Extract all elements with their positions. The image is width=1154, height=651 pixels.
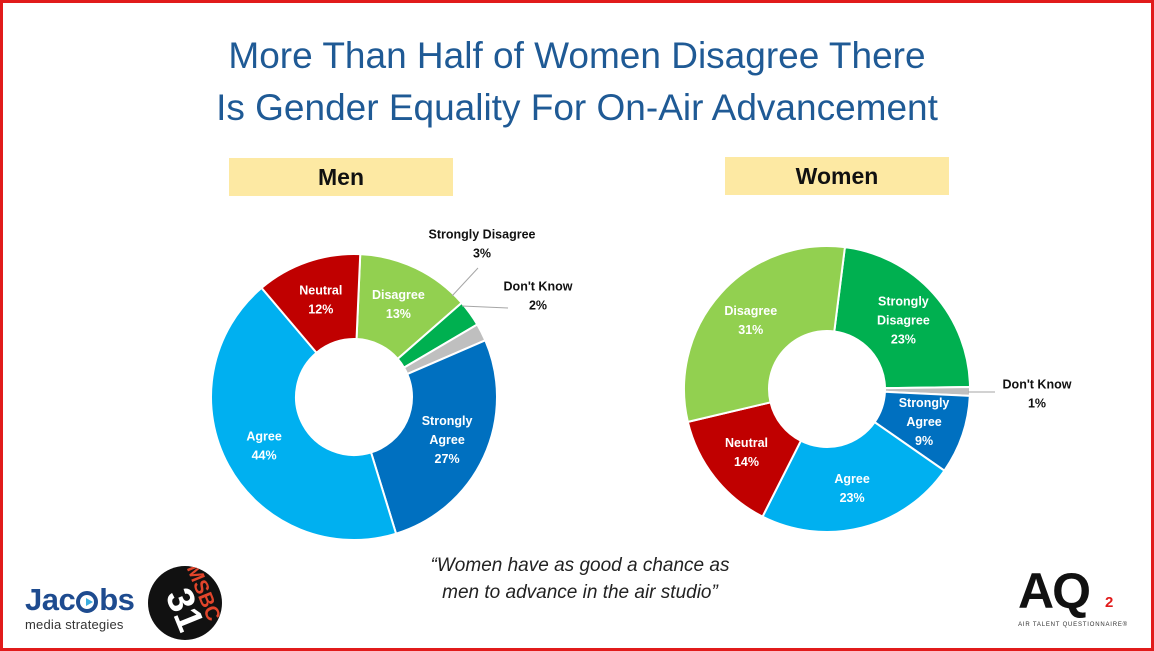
jacobs-word-part-1: Jac bbox=[25, 582, 76, 617]
women-label-strongly-disagree: Strongly Disagree 23% bbox=[877, 295, 930, 347]
women-slice-disagree bbox=[683, 245, 847, 424]
women-label-strongly-agree: Strongly Agree 9% bbox=[899, 396, 950, 448]
quote-line-2: men to advance in the air studio” bbox=[442, 582, 718, 603]
women-chart-title: Women bbox=[725, 157, 949, 195]
men-slice-strongly-agree bbox=[369, 339, 498, 535]
jacobs-wordmark: Jac bs bbox=[25, 584, 150, 616]
aq-wordmark: AQ bbox=[1018, 563, 1091, 619]
men-leader-line-don-t-know bbox=[461, 305, 509, 309]
men-label-agree: Agree 44% bbox=[246, 430, 281, 463]
quote-line-1: “Women have as good a chance as bbox=[430, 555, 730, 576]
men-leader-line-strongly-disagree bbox=[451, 267, 479, 297]
women-slice-neutral bbox=[686, 401, 803, 518]
title-line-2: Is Gender Equality For On-Air Advancemen… bbox=[216, 87, 938, 128]
aq-tagline: AIR TALENT QUESTIONNAIRE® bbox=[1018, 622, 1128, 628]
jacobs-logo: Jac bs media strategies bbox=[25, 584, 150, 633]
play-icon bbox=[76, 591, 99, 613]
men-label-disagree: Disagree 13% bbox=[372, 288, 425, 321]
men-chart-title: Men bbox=[229, 158, 453, 196]
women-label-don-t-know: Don't Know 1% bbox=[1003, 378, 1072, 411]
women-slice-strongly-disagree bbox=[833, 246, 971, 390]
women-label-neutral: Neutral 14% bbox=[725, 436, 768, 469]
survey-question-quote: “Women have as good a chance as men to a… bbox=[380, 552, 780, 606]
aq-superscript: 2 bbox=[1105, 594, 1114, 611]
women-label-disagree: Disagree 31% bbox=[724, 304, 777, 337]
men-slice-neutral bbox=[260, 253, 362, 355]
men-label-don-t-know: Don't Know 2% bbox=[504, 280, 573, 313]
jacobs-tagline: media strategies bbox=[25, 617, 124, 632]
jacobs-word-part-2: bs bbox=[99, 582, 135, 617]
men-label-strongly-disagree: Strongly Disagree 3% bbox=[429, 228, 536, 261]
title-line-1: More Than Half of Women Disagree There bbox=[228, 35, 926, 76]
slide-title: More Than Half of Women Disagree There I… bbox=[0, 30, 1154, 134]
msbc-badge: MSBC 31 bbox=[148, 566, 222, 640]
aq-logo: AQ 2 AIR TALENT QUESTIONNAIRE® bbox=[1012, 562, 1132, 636]
men-slice-agree bbox=[210, 286, 398, 541]
women-slice-agree bbox=[761, 420, 946, 533]
men-label-neutral: Neutral 12% bbox=[299, 284, 342, 317]
men-label-strongly-agree: Strongly Agree 27% bbox=[422, 414, 473, 466]
women-label-agree: Agree 23% bbox=[834, 472, 869, 505]
